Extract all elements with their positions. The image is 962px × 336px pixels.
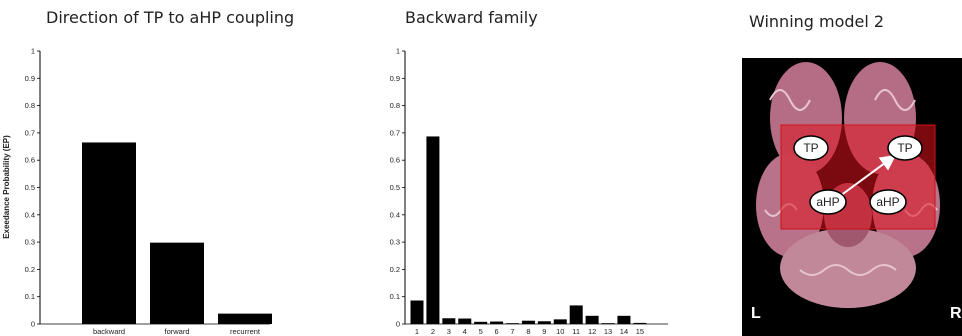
node-tp-right-label: TP	[897, 141, 912, 155]
chart1-ytick-label: 0.2	[25, 265, 35, 274]
chart2-bar-11	[569, 305, 583, 324]
chart2-ytick-label: 0.7	[390, 128, 400, 137]
chart1-ytick-label: 0.5	[25, 183, 35, 192]
chart2-bar-7	[506, 323, 520, 324]
chart1-ytick-label: 0	[31, 320, 35, 329]
chart1-bar-backward	[82, 142, 136, 324]
chart2-xtick-label: 13	[604, 327, 612, 336]
chart1-ytick-label: 0.3	[25, 238, 35, 247]
chart2-xtick-label: 12	[588, 327, 596, 336]
chart2-bar-3	[442, 318, 456, 324]
chart1-ytick-label: 0.4	[25, 210, 35, 219]
chart1-plot: 0 0.1 0.2 0.3 0.4 0.5 0.6 0.7 0.8 0.9 1 backward fo…	[2, 47, 272, 336]
chart1-ytick-label: 0.1	[25, 292, 35, 301]
chart2-bar-8	[521, 320, 535, 324]
chart1-bar-recurrent	[218, 313, 272, 324]
node-tp-left	[793, 135, 829, 161]
chart2-xtick-label: 10	[556, 327, 564, 336]
chart2-xtick-label: 2	[431, 327, 435, 336]
chart2-bar-2	[426, 136, 440, 324]
chart1-xtick-label: backward	[93, 327, 125, 336]
chart2-xtick-label: 14	[620, 327, 628, 336]
chart2-xtick-label: 15	[636, 327, 644, 336]
chart2-ytick-label: 0.9	[390, 74, 400, 83]
brain-panel-title: Winning model 2	[749, 12, 885, 31]
chart2-xtick-label: 1	[415, 327, 419, 336]
chart2-xtick-label: 8	[526, 327, 530, 336]
chart2-bar-15	[633, 322, 647, 324]
node-ahp-left	[809, 189, 847, 215]
chart2-xtick-label: 3	[447, 327, 451, 336]
chart2-bar-1	[410, 300, 424, 324]
chart2-bar-10	[553, 319, 567, 324]
chart2-bar-5	[474, 321, 488, 324]
node-ahp-right-label: aHP	[876, 195, 899, 209]
chart2-xtick-label: 6	[495, 327, 499, 336]
right-hemisphere-marker: R	[950, 305, 962, 322]
left-hemisphere-marker: L	[751, 305, 761, 322]
chart2-xtick-label: 9	[542, 327, 546, 336]
chart2-bar-6	[490, 321, 504, 324]
chart2-bar-13	[601, 323, 615, 324]
chart2-ytick-label: 0.5	[390, 183, 400, 192]
node-tp-right	[887, 135, 923, 161]
chart2-ytick-label: 0.1	[390, 292, 400, 301]
chart2-xtick-label: 4	[463, 327, 467, 336]
chart2-xtick-label: 7	[510, 327, 514, 336]
chart2-title: Backward family	[405, 8, 538, 27]
coupling-arrow	[839, 154, 897, 197]
chart2-bar-12	[585, 315, 599, 324]
chart1-title: Direction of TP to aHP coupling	[46, 8, 295, 27]
node-ahp-right	[869, 189, 907, 215]
node-ahp-left-label: aHP	[816, 195, 839, 209]
chart2-xtick-label: 11	[572, 327, 580, 336]
chart2-bar-14	[617, 315, 631, 324]
chart2-bar-9	[537, 321, 551, 324]
chart1-xtick-label: forward	[164, 327, 189, 336]
chart2-ytick-label: 0.3	[390, 238, 400, 247]
chart1-ytick-label: 0.7	[25, 128, 35, 137]
chart2-ytick-label: 0.4	[390, 210, 400, 219]
chart1-ytick-label: 0.9	[25, 74, 35, 83]
brain-figure: TP TP aHP aHP L R	[742, 58, 962, 336]
chart2-xtick-label: 5	[479, 327, 483, 336]
chart1-y-axis-label: Exeedance Probability (EP)	[2, 135, 11, 239]
chart2-ytick-label: 1	[396, 47, 400, 56]
chart1-bar-forward	[150, 242, 204, 324]
chart2-ytick-label: 0.6	[390, 156, 400, 165]
chart2-ytick-label: 0	[396, 320, 400, 329]
chart2-ytick-label: 0.2	[390, 265, 400, 274]
chart1-ytick-label: 0.6	[25, 156, 35, 165]
chart1-ytick-label: 0.8	[25, 101, 35, 110]
chart2-ytick-label: 0.8	[390, 101, 400, 110]
node-tp-left-label: TP	[803, 141, 818, 155]
chart1-ytick-label: 1	[31, 47, 35, 56]
chart1-xtick-label: recurrent	[230, 327, 261, 336]
brain-cerebellum	[780, 228, 916, 308]
chart2-bar-4	[458, 318, 472, 324]
